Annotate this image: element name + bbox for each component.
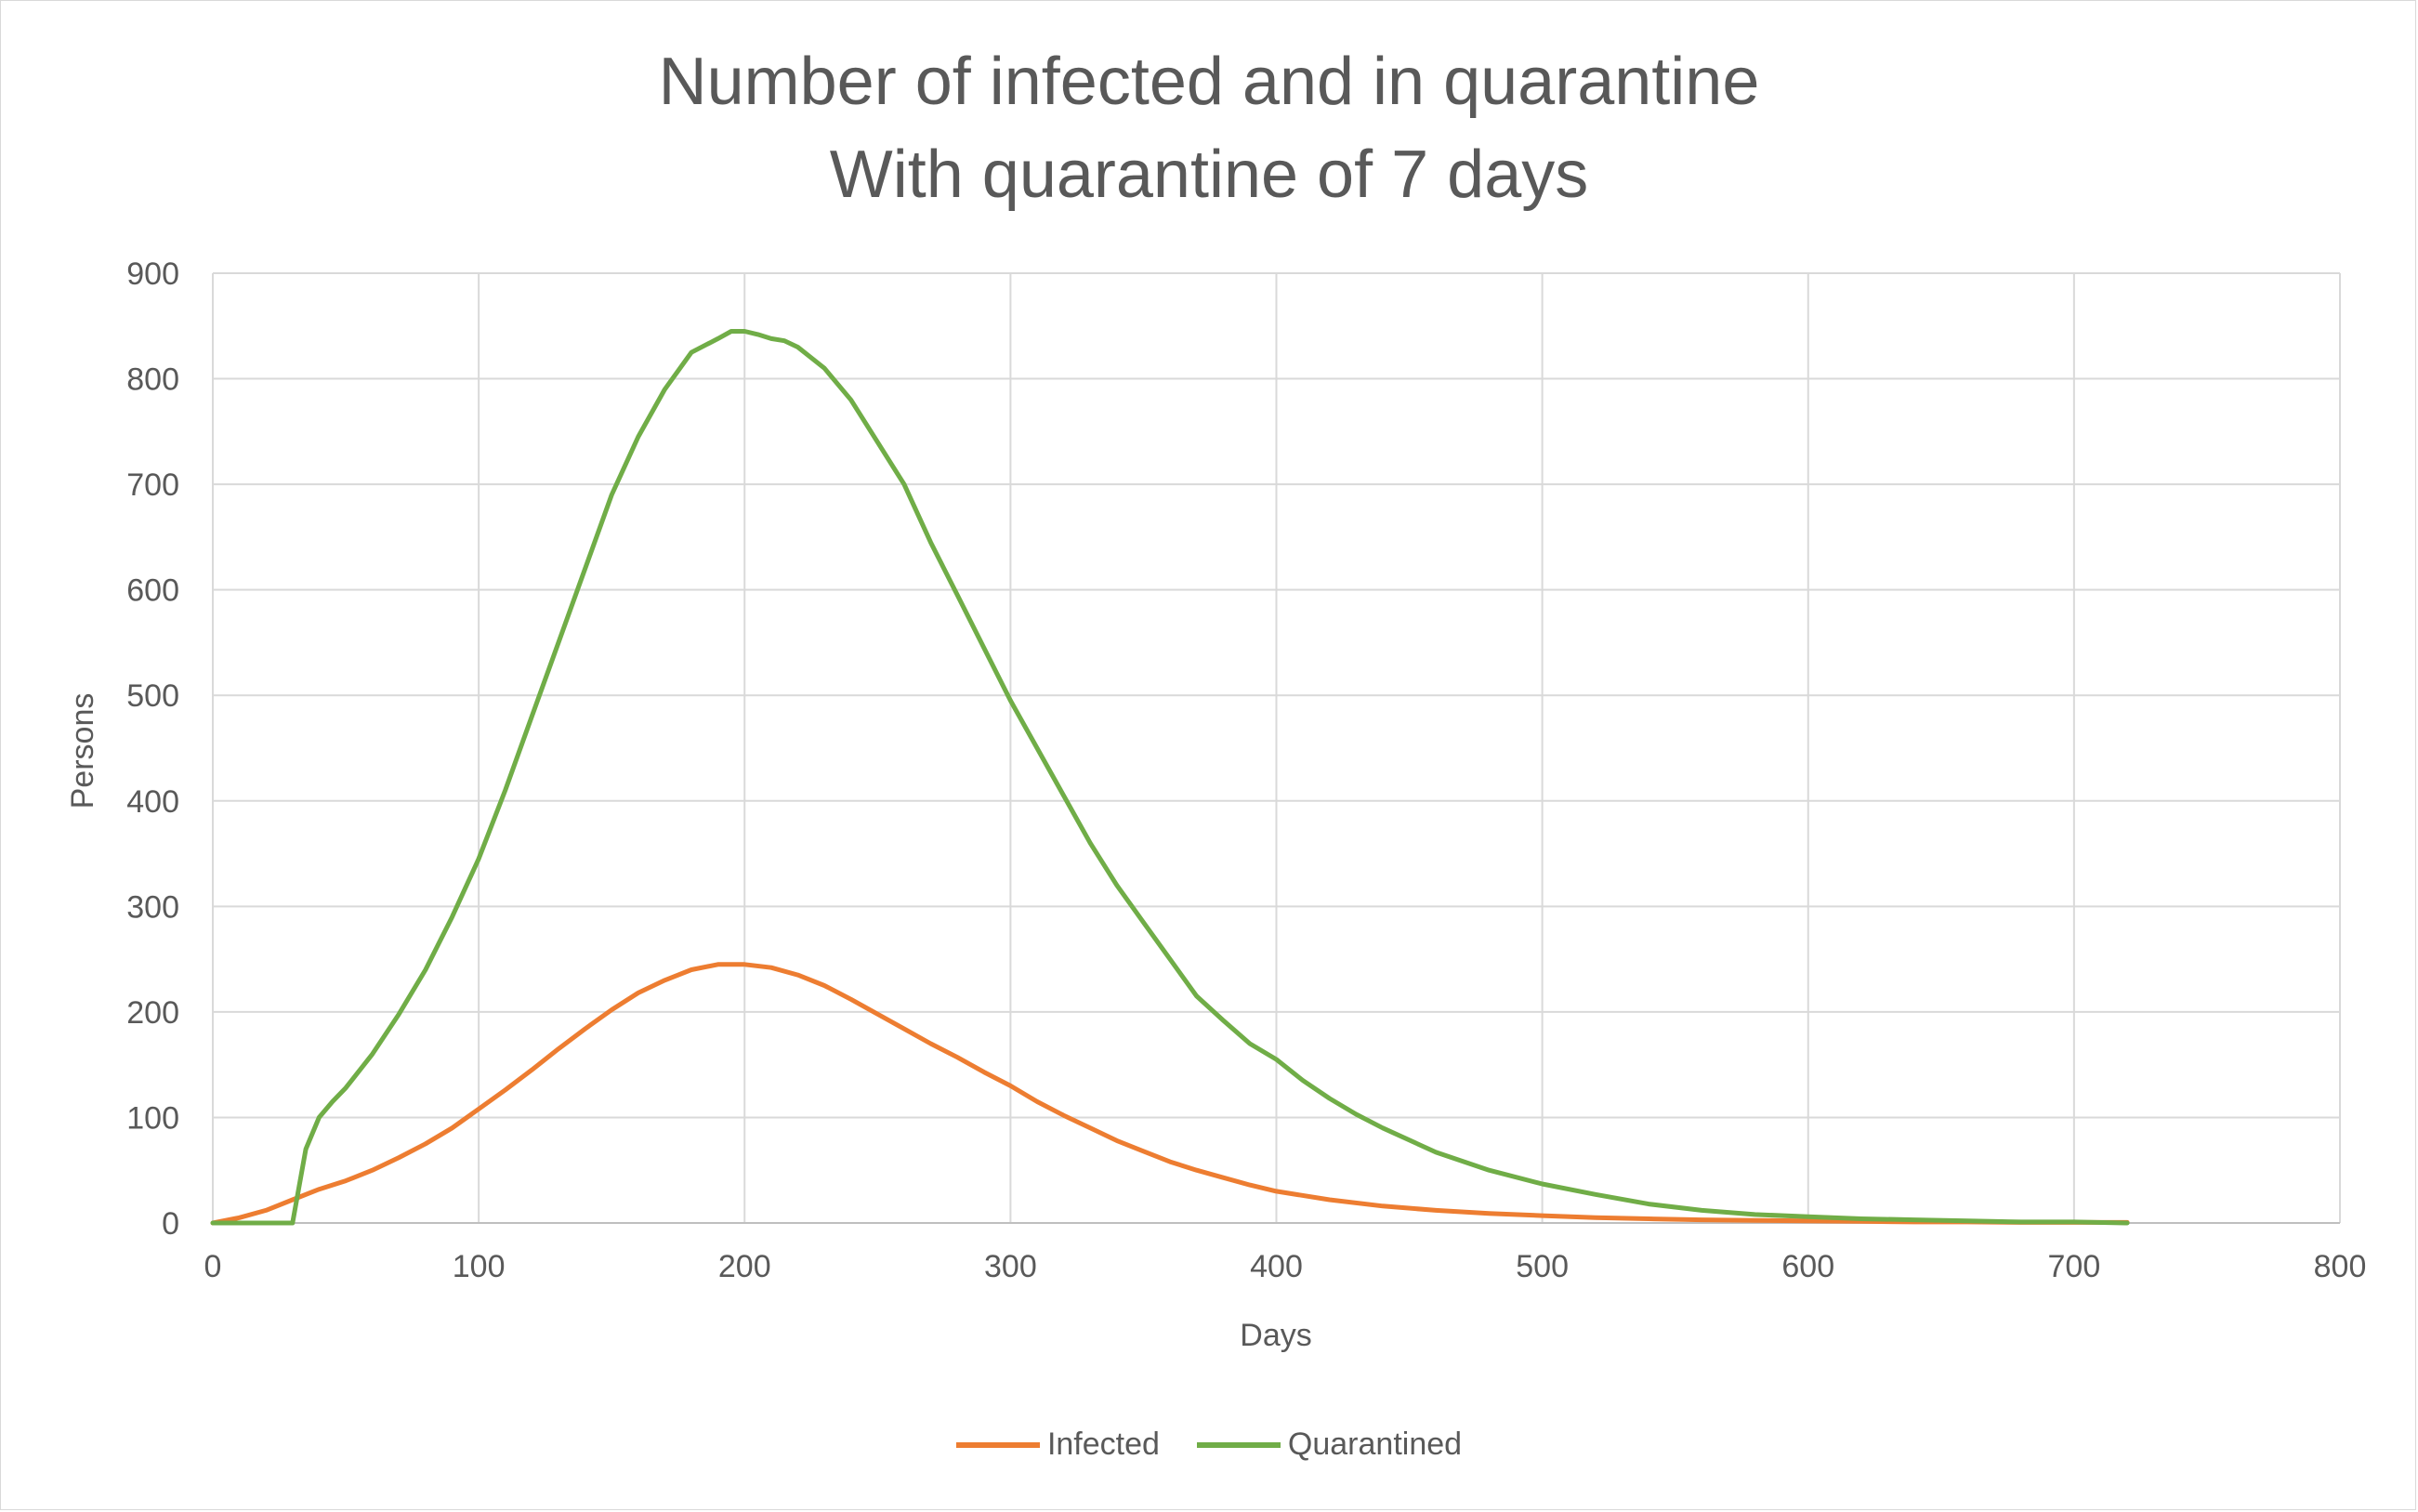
y-tick-label: 0 [162, 1206, 179, 1242]
legend-swatch-infected [955, 1441, 1040, 1448]
x-tick-label: 300 [984, 1249, 1037, 1284]
x-tick-label: 100 [453, 1249, 506, 1284]
y-tick-label: 500 [126, 678, 179, 714]
x-axis-label: Days [1240, 1318, 1311, 1353]
legend-label-infected: Infected [1046, 1427, 1160, 1462]
legend-swatch-quarantined [1196, 1441, 1281, 1448]
series-lines [210, 329, 2130, 1226]
y-tick-label: 400 [126, 784, 179, 820]
y-tick-label: 600 [126, 573, 179, 609]
x-tick-label: 700 [2048, 1249, 2101, 1284]
y-axis-label: Persons [65, 693, 100, 809]
y-tick-label: 700 [126, 467, 179, 503]
y-tick-label: 900 [126, 256, 179, 292]
legend-item-quarantined: Quarantined [1196, 1427, 1463, 1463]
y-tick-label: 300 [126, 889, 179, 925]
x-tick-label: 800 [2314, 1249, 2367, 1284]
series-line-infected [210, 962, 2130, 1226]
y-tick-label: 200 [126, 995, 179, 1031]
legend: Infected Quarantined [0, 1427, 2418, 1463]
y-tick-label: 100 [126, 1100, 179, 1136]
chart-title-line-1: Number of infected and in quarantine [658, 45, 1760, 119]
series-line-quarantined [210, 329, 2130, 1226]
chart-title-line-2: With quarantine of 7 days [829, 138, 1589, 212]
legend-item-infected: Infected [955, 1427, 1160, 1463]
x-tick-label: 500 [1516, 1249, 1569, 1284]
x-tick-label: 0 [204, 1249, 222, 1284]
y-tick-label: 800 [126, 362, 179, 398]
x-tick-label: 600 [1781, 1249, 1834, 1284]
axes: 0 100 200 300 400 500 600 700 800 900 0 100 200 300 40… [126, 256, 2366, 1284]
legend-label-quarantined: Quarantined [1287, 1427, 1463, 1462]
gridlines [212, 272, 2341, 1223]
x-tick-label: 400 [1250, 1249, 1303, 1284]
x-tick-label: 200 [718, 1249, 771, 1284]
